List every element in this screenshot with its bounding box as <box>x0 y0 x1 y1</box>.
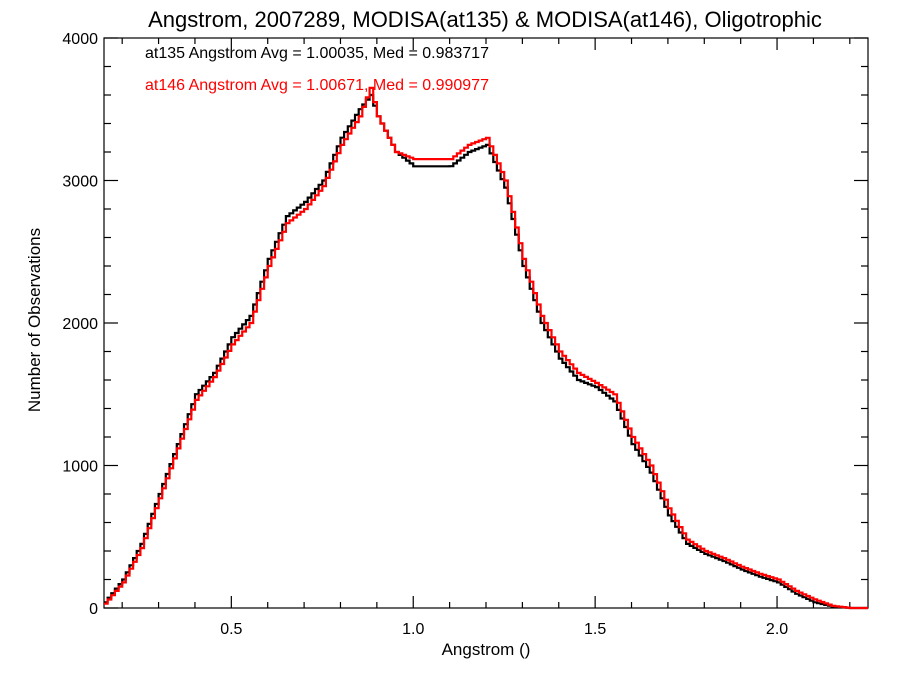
chart-title: Angstrom, 2007289, MODISA(at135) & MODIS… <box>148 7 822 32</box>
legend-entry-at146: at146 Angstrom Avg = 1.00671, Med = 0.99… <box>145 77 489 94</box>
y-tick-label: 4000 <box>62 31 98 48</box>
x-tick-label: 1.5 <box>584 621 606 638</box>
x-tick-label: 1.0 <box>402 621 424 638</box>
legend-entry-at135: at135 Angstrom Avg = 1.00035, Med = 0.98… <box>145 45 489 62</box>
y-tick-label: 3000 <box>62 174 98 191</box>
series-line-1 <box>104 86 868 610</box>
y-tick-label: 2000 <box>62 316 98 333</box>
x-axis-label: Angstrom () <box>442 640 531 659</box>
y-axis-label: Number of Observations <box>25 228 44 412</box>
series-line-0 <box>104 93 868 610</box>
x-tick-label: 2.0 <box>766 621 788 638</box>
y-tick-label: 1000 <box>62 459 98 476</box>
y-tick-label: 0 <box>89 601 98 618</box>
axis-ticks: 0.5 1.0 1.5 2.0 0 1000 2000 3000 4000 <box>62 31 868 638</box>
series-layer <box>104 86 868 610</box>
x-tick-label: 0.5 <box>220 621 242 638</box>
plot-frame <box>103 37 869 609</box>
